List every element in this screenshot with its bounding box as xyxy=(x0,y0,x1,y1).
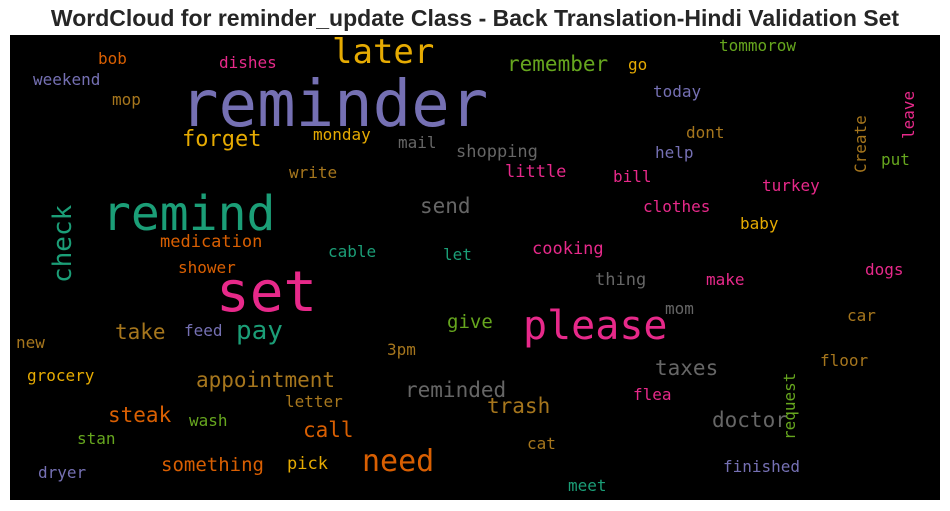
word-today: today xyxy=(653,82,702,101)
word-dogs: dogs xyxy=(865,260,904,279)
word-please: please xyxy=(523,303,668,349)
word-flea: flea xyxy=(633,385,672,404)
word-new: new xyxy=(16,333,45,352)
word-remember: remember xyxy=(507,52,609,76)
word-pick: pick xyxy=(287,454,328,474)
word-dont: dont xyxy=(686,123,725,142)
word-doctor: doctor xyxy=(712,408,788,432)
word-tommorow: tommorow xyxy=(719,36,797,55)
word-grocery: grocery xyxy=(27,366,95,385)
word-send: send xyxy=(420,194,471,218)
word-something: something xyxy=(161,454,264,476)
word-write: write xyxy=(289,163,338,182)
word-take: take xyxy=(115,320,166,344)
word-set: set xyxy=(216,260,318,325)
word-shower: shower xyxy=(178,258,236,277)
word-pay: pay xyxy=(236,316,283,346)
word-feed: feed xyxy=(184,321,223,340)
word-check: check xyxy=(48,204,78,283)
word-bob: bob xyxy=(98,49,127,68)
word-remind: remind xyxy=(102,186,276,242)
word-help: help xyxy=(655,143,694,162)
word-go: go xyxy=(628,55,648,74)
word-later: later xyxy=(332,35,435,72)
word-little: little xyxy=(505,162,567,182)
wordcloud-canvas: reminder remind set please later need check pay… xyxy=(10,35,940,500)
word-cooking: cooking xyxy=(532,239,604,259)
word-forget: forget xyxy=(182,127,262,152)
word-clothes: clothes xyxy=(643,197,711,216)
word-3pm: 3pm xyxy=(387,340,416,359)
word-let: let xyxy=(443,245,472,264)
word-thing: thing xyxy=(595,270,647,290)
word-taxes: taxes xyxy=(655,356,719,380)
word-wash: wash xyxy=(189,411,228,430)
word-car: car xyxy=(847,306,876,325)
word-cat: cat xyxy=(527,434,556,453)
word-shopping: shopping xyxy=(456,142,538,162)
word-stan: stan xyxy=(77,429,116,448)
word-dryer: dryer xyxy=(38,463,87,482)
word-bill: bill xyxy=(613,167,652,186)
word-need: need xyxy=(362,444,435,479)
word-put: put xyxy=(881,150,910,169)
chart-title: WordCloud for reminder_update Class - Ba… xyxy=(50,5,900,31)
word-medication: medication xyxy=(160,232,263,252)
word-finished: finished xyxy=(723,457,801,476)
word-steak: steak xyxy=(108,403,172,427)
word-dishes: dishes xyxy=(219,53,277,72)
word-turkey: turkey xyxy=(762,176,820,195)
word-leave: leave xyxy=(899,90,918,139)
word-give: give xyxy=(447,311,493,333)
word-create: Create xyxy=(851,114,870,173)
word-monday: monday xyxy=(313,125,371,144)
word-weekend: weekend xyxy=(33,70,101,89)
word-appointment: appointment xyxy=(196,368,336,392)
word-make: make xyxy=(706,270,745,289)
word-letter: letter xyxy=(285,392,343,411)
word-request: request xyxy=(780,372,799,441)
word-mom: mom xyxy=(665,299,694,318)
word-baby: baby xyxy=(740,214,779,233)
word-reminded: reminded xyxy=(405,378,507,402)
word-trash: trash xyxy=(487,394,551,418)
word-floor: floor xyxy=(820,351,869,370)
word-meet: meet xyxy=(568,476,607,495)
word-reminder: reminder xyxy=(180,68,489,142)
word-call: call xyxy=(303,418,354,442)
word-cable: cable xyxy=(328,242,377,261)
word-mop: mop xyxy=(112,90,141,109)
word-mail: mail xyxy=(398,133,437,152)
